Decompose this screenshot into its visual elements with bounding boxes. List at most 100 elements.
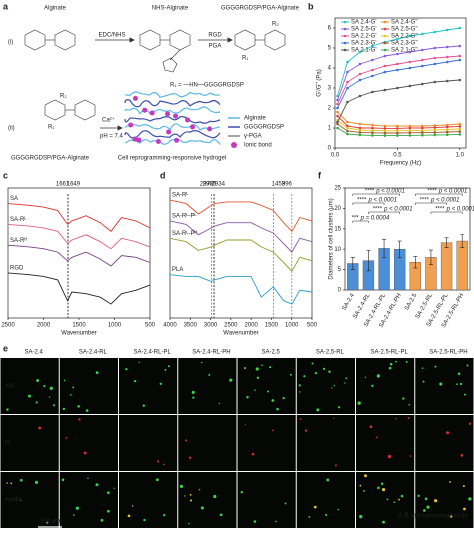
data-point — [421, 124, 424, 128]
y-tick-label: 25 — [334, 186, 341, 192]
series-line — [337, 115, 460, 129]
reagent: EDC/NHS — [98, 33, 125, 39]
bar — [456, 240, 468, 291]
peak-label: 2978 — [200, 182, 214, 188]
data-point — [336, 102, 339, 106]
data-point — [396, 134, 399, 137]
data-point — [358, 133, 362, 137]
cell-spot — [398, 498, 400, 501]
cell-spot — [244, 367, 247, 370]
cell-spot — [357, 401, 361, 405]
significance-bracket — [430, 211, 463, 214]
legend-swatch — [383, 27, 387, 31]
x-axis-label: Frequency (Hz) — [380, 161, 421, 167]
cell-spot — [333, 384, 335, 387]
cell-spot — [219, 513, 223, 517]
data-point — [383, 70, 387, 74]
y-tick-label: 2 — [328, 106, 332, 112]
cell-spot — [468, 422, 472, 425]
data-point — [346, 124, 349, 128]
data-point — [433, 128, 437, 132]
cell-spot — [322, 367, 326, 370]
legend-label: Alginate — [244, 116, 266, 122]
series-line — [169, 220, 313, 253]
x-tick-label: 2500 — [1, 323, 15, 329]
y-tick-label: 15 — [334, 226, 341, 232]
data-point — [458, 122, 462, 126]
column-header: SA-2.4-RL-PH — [192, 350, 230, 356]
legend-swatch — [343, 34, 347, 38]
ionic-bond — [142, 107, 148, 113]
data-point — [421, 32, 424, 36]
cell-spot — [70, 394, 72, 396]
data-point — [358, 128, 362, 132]
reagent: PGA — [209, 44, 222, 50]
cell-spot — [275, 520, 277, 523]
bar — [440, 242, 453, 291]
ring — [74, 99, 96, 121]
reagent: Ca²⁺ — [102, 117, 115, 124]
cell-spot — [466, 364, 469, 367]
legend-swatch — [343, 48, 347, 52]
gel-legend: Alginate GGGGRGDSP γ-PGA Ionic bond — [228, 116, 284, 149]
cell-spot — [77, 405, 80, 408]
ionic-bond — [136, 137, 142, 143]
cell-spot — [328, 370, 331, 374]
cell-spot — [75, 506, 79, 510]
significance-stars: *** — [352, 216, 360, 222]
cell-spot — [421, 367, 424, 369]
ring — [162, 57, 178, 73]
gel-strand — [124, 99, 221, 108]
cell-spot — [164, 368, 167, 371]
cell-spot — [272, 429, 274, 432]
data-point — [346, 126, 349, 130]
cell-spot — [364, 474, 367, 478]
plot-frame — [7, 187, 151, 319]
series-label: SA-Rᴴ — [10, 237, 27, 244]
cell-spot — [63, 379, 66, 382]
error-bar — [366, 250, 371, 272]
data-point — [445, 123, 449, 127]
data-point — [346, 80, 349, 84]
series-label: SA-Rᴸ-Pᴴ — [172, 230, 197, 237]
r-group: R₂ — [60, 94, 67, 100]
micrograph — [0, 358, 59, 414]
peak-label: 996 — [282, 182, 293, 188]
cell-spot — [311, 362, 314, 365]
ring — [139, 29, 161, 51]
column-header: SA-2.4-RL — [79, 350, 108, 356]
cell-spot — [256, 376, 260, 379]
data-point — [458, 26, 462, 30]
data-point — [408, 50, 412, 54]
row-label: AM/PI — [5, 498, 22, 504]
ionic-bond — [173, 113, 179, 119]
data-point — [445, 130, 449, 134]
cell-spot — [359, 514, 363, 519]
micrograph — [296, 472, 355, 528]
significance-bracket — [352, 202, 385, 205]
peak-label: 1661 — [56, 182, 70, 188]
cell-spot — [106, 491, 110, 495]
legend-label: SA 2.2-G'' — [391, 34, 418, 40]
cell-spot — [19, 499, 22, 502]
cell-spot — [191, 390, 195, 394]
data-point — [433, 56, 437, 60]
data-point — [421, 126, 424, 130]
column-header: SA-2.4 — [24, 350, 43, 356]
cell-spot — [157, 460, 160, 463]
cell-spot — [179, 484, 184, 489]
data-point — [383, 124, 387, 128]
p-value: p < 0.0001 — [446, 207, 474, 213]
ring — [169, 29, 191, 51]
series-line — [337, 79, 460, 123]
legend-label: SA 2.3-G' — [351, 41, 377, 47]
cell-spot — [314, 371, 318, 375]
error-bar — [444, 237, 449, 248]
data-point — [408, 34, 412, 38]
cell-spot — [73, 514, 75, 516]
reagent: pH = 7.4 — [100, 134, 124, 140]
data-point — [346, 60, 349, 64]
p-value: p = 0.0004 — [360, 216, 390, 222]
data-point — [408, 131, 412, 135]
